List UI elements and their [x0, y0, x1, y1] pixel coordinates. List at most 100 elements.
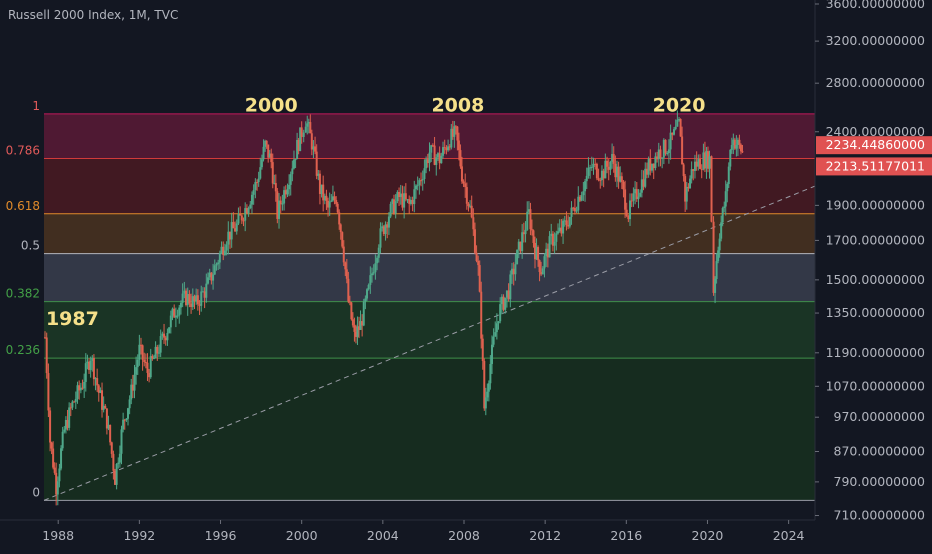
candle-body	[186, 294, 189, 306]
candle-body	[557, 231, 559, 234]
candle-body	[345, 269, 348, 279]
candle-body	[312, 146, 315, 150]
candle-body	[710, 156, 713, 222]
candle-body	[433, 145, 436, 165]
fib-label-0-618: 0.618	[6, 199, 40, 213]
candle-body	[619, 176, 622, 182]
candle-body	[84, 363, 87, 382]
price-tick-label: 2400.00000000	[826, 124, 925, 139]
candle-body	[144, 361, 147, 363]
candle-body	[309, 122, 312, 134]
candle-body	[89, 360, 92, 370]
candle-body	[61, 431, 64, 449]
candle-body	[607, 166, 610, 170]
fib-retracement[interactable]: 1 0.786 0.618 0.5 0.382 0.236 0	[6, 99, 815, 501]
candle-body	[624, 189, 627, 210]
candle-body	[220, 246, 223, 254]
candle-body	[190, 303, 193, 307]
candle-body	[141, 345, 144, 360]
candle-body	[715, 261, 718, 280]
candle-body	[522, 232, 525, 235]
candle-body	[83, 381, 86, 389]
candle-body	[107, 424, 110, 429]
candle-body	[735, 144, 738, 149]
candle-body	[291, 168, 294, 175]
candle-body	[350, 302, 353, 320]
candle-body	[537, 247, 540, 261]
candle-body	[176, 315, 179, 317]
candle-body	[335, 200, 338, 204]
candle-body	[391, 199, 394, 204]
time-tick-label: 2020	[692, 528, 724, 543]
candle-body	[50, 442, 53, 449]
candle-body	[149, 356, 152, 378]
candle-body	[128, 399, 131, 409]
candle-body	[475, 252, 478, 261]
candle-body	[71, 401, 74, 408]
candle-body	[649, 158, 652, 171]
candle-body	[562, 220, 565, 234]
candle-body	[594, 163, 597, 165]
candle-body	[684, 176, 687, 202]
candle-body	[575, 210, 578, 212]
candle-body	[200, 291, 203, 306]
candle-body	[265, 140, 268, 145]
candle-body	[91, 358, 94, 361]
candle-body	[436, 153, 439, 158]
candle-body	[112, 453, 115, 471]
candle-body	[730, 145, 733, 150]
candle-body	[440, 155, 443, 164]
candle-body	[330, 200, 333, 202]
candle-body	[431, 145, 434, 147]
price-axis[interactable]: 3600.00000000 3200.00000000 2800.00000000 2…	[814, 0, 932, 550]
candle-body	[530, 229, 533, 231]
candle-body	[58, 468, 61, 482]
candle-body	[546, 248, 549, 258]
time-tick-label: 2016	[610, 528, 642, 543]
trendline-layer[interactable]	[43, 185, 816, 501]
candle-body	[320, 184, 323, 194]
candle-body	[396, 192, 399, 202]
candle-body	[333, 196, 336, 201]
last-price-label: 2234.44860000	[826, 137, 925, 152]
candle-body	[612, 154, 615, 164]
candle-body	[534, 242, 537, 260]
candle-body	[470, 205, 473, 218]
candle-body	[292, 159, 295, 169]
candle-body	[714, 279, 717, 293]
candle-body	[599, 179, 602, 181]
candle-body	[733, 139, 736, 149]
candle-body	[118, 453, 121, 463]
price-series[interactable]	[44, 110, 744, 506]
candle-body	[359, 321, 362, 330]
candle-body	[276, 191, 279, 219]
candle-body	[558, 227, 561, 232]
candle-body	[252, 189, 255, 195]
candle-body	[356, 326, 359, 337]
candle-body	[654, 156, 657, 169]
candle-body	[739, 144, 742, 152]
candle-body	[270, 153, 273, 163]
candle-body	[152, 358, 155, 360]
candle-body	[247, 208, 250, 214]
candle-body	[489, 363, 492, 384]
candle-body	[74, 398, 77, 402]
candle-body	[310, 133, 313, 150]
candle-body	[250, 194, 253, 205]
candle-body	[157, 352, 160, 354]
candle-body	[279, 200, 282, 205]
candle-body	[627, 215, 630, 220]
candle-body	[163, 333, 166, 338]
candle-body	[438, 153, 441, 164]
trendline[interactable]	[43, 185, 816, 501]
price-tick-label: 790.00000000	[834, 474, 926, 489]
candle-body	[409, 199, 412, 204]
candle-body	[126, 408, 129, 419]
chart-title: Russell 2000 Index, 1M, TVC	[8, 8, 179, 22]
time-axis[interactable]: 1988 1992 1996 2000 2004 2008 2012 2016 2020 2024	[0, 519, 815, 550]
candle-body	[406, 199, 409, 201]
candle-body	[568, 216, 571, 227]
candle-body	[584, 181, 587, 192]
